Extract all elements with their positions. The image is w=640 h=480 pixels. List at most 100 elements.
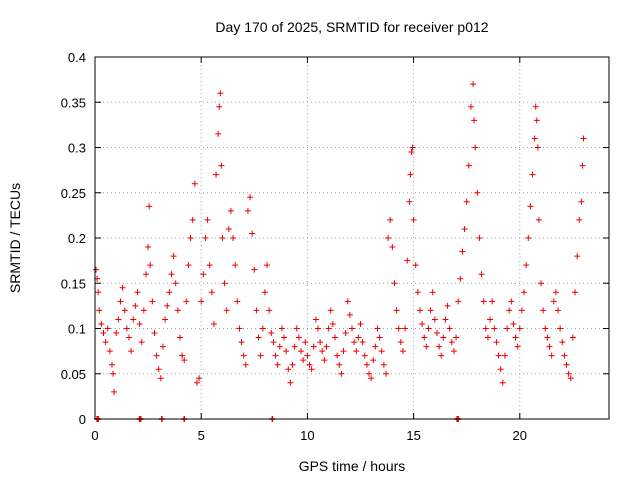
grid-lines <box>95 57 609 419</box>
data-point <box>300 357 307 364</box>
data-point <box>291 343 298 350</box>
data-point <box>193 379 200 386</box>
data-point <box>455 298 462 305</box>
data-point <box>240 352 247 359</box>
data-point <box>185 262 192 269</box>
data-point <box>516 325 523 332</box>
data-point <box>470 81 477 88</box>
data-point <box>289 361 296 368</box>
data-point <box>255 334 262 341</box>
x-tick-label: 15 <box>406 428 420 443</box>
data-point <box>474 189 481 196</box>
data-point <box>298 348 305 355</box>
data-point <box>480 298 487 305</box>
data-point <box>402 325 409 332</box>
data-point <box>102 339 109 346</box>
data-point <box>421 334 428 341</box>
data-point <box>264 262 271 269</box>
data-point <box>295 334 302 341</box>
data-point <box>531 135 538 142</box>
data-point <box>181 357 188 364</box>
y-tick-label: 0.2 <box>68 231 86 246</box>
x-tick-label: 5 <box>198 428 205 443</box>
data-point <box>378 348 385 355</box>
data-point <box>559 339 566 346</box>
data-point <box>219 235 226 241</box>
data-point <box>442 316 449 323</box>
data-point <box>406 198 413 205</box>
data-point <box>215 130 222 137</box>
data-point <box>227 207 234 214</box>
x-tick-label: 0 <box>91 428 98 443</box>
data-point <box>329 320 336 327</box>
data-point <box>93 266 100 273</box>
data-point <box>393 307 400 314</box>
data-point <box>542 325 549 332</box>
data-point <box>550 298 557 305</box>
axis-frame <box>94 56 610 420</box>
data-point <box>319 348 326 355</box>
data-point <box>306 361 313 368</box>
data-point <box>346 311 353 318</box>
data-point <box>463 198 470 205</box>
data-point <box>251 266 258 273</box>
data-point <box>397 339 404 346</box>
data-point <box>461 225 468 232</box>
data-point <box>134 289 141 296</box>
data-point <box>304 352 311 359</box>
y-tick-label: 0.35 <box>61 95 86 110</box>
data-point <box>482 325 489 332</box>
y-tick-label: 0.4 <box>68 50 86 65</box>
data-point <box>187 235 194 241</box>
data-point <box>538 280 545 287</box>
x-tick-label: 10 <box>300 428 314 443</box>
data-point <box>340 348 347 355</box>
data-point <box>274 361 281 368</box>
data-point <box>234 298 241 305</box>
data-point <box>242 361 249 368</box>
data-point <box>372 343 379 350</box>
data-point <box>529 171 536 178</box>
data-point <box>385 235 392 241</box>
data-point <box>535 216 542 223</box>
data-point <box>370 357 377 364</box>
data-point <box>425 325 432 332</box>
data-point <box>361 352 368 359</box>
data-point <box>183 298 190 305</box>
data-point <box>151 330 158 337</box>
data-point <box>238 339 245 346</box>
data-point <box>423 343 430 350</box>
data-point <box>344 298 351 305</box>
data-point <box>387 216 394 223</box>
data-point <box>149 298 156 305</box>
data-point <box>218 162 225 169</box>
data-point <box>548 352 555 359</box>
data-point <box>501 352 508 359</box>
data-point <box>368 375 375 382</box>
data-point <box>493 339 500 346</box>
data-point <box>221 280 228 287</box>
data-point <box>478 271 485 278</box>
data-point <box>179 352 186 359</box>
data-point <box>510 320 517 327</box>
data-point <box>136 320 143 327</box>
data-point <box>382 370 389 377</box>
data-point <box>359 339 366 346</box>
data-point <box>438 352 445 359</box>
data-point <box>399 348 406 355</box>
data-point <box>128 348 135 355</box>
data-point <box>540 307 547 314</box>
data-point <box>506 307 513 314</box>
data-point <box>110 370 117 377</box>
data-point <box>159 343 166 350</box>
data-point <box>555 307 562 314</box>
data-point <box>225 225 232 232</box>
data-point <box>349 325 355 332</box>
data-point <box>504 325 511 332</box>
data-point <box>308 366 315 373</box>
data-point <box>145 244 152 251</box>
data-point <box>138 339 145 346</box>
data-point <box>576 216 583 223</box>
data-point <box>208 289 215 296</box>
data-point <box>247 194 254 201</box>
